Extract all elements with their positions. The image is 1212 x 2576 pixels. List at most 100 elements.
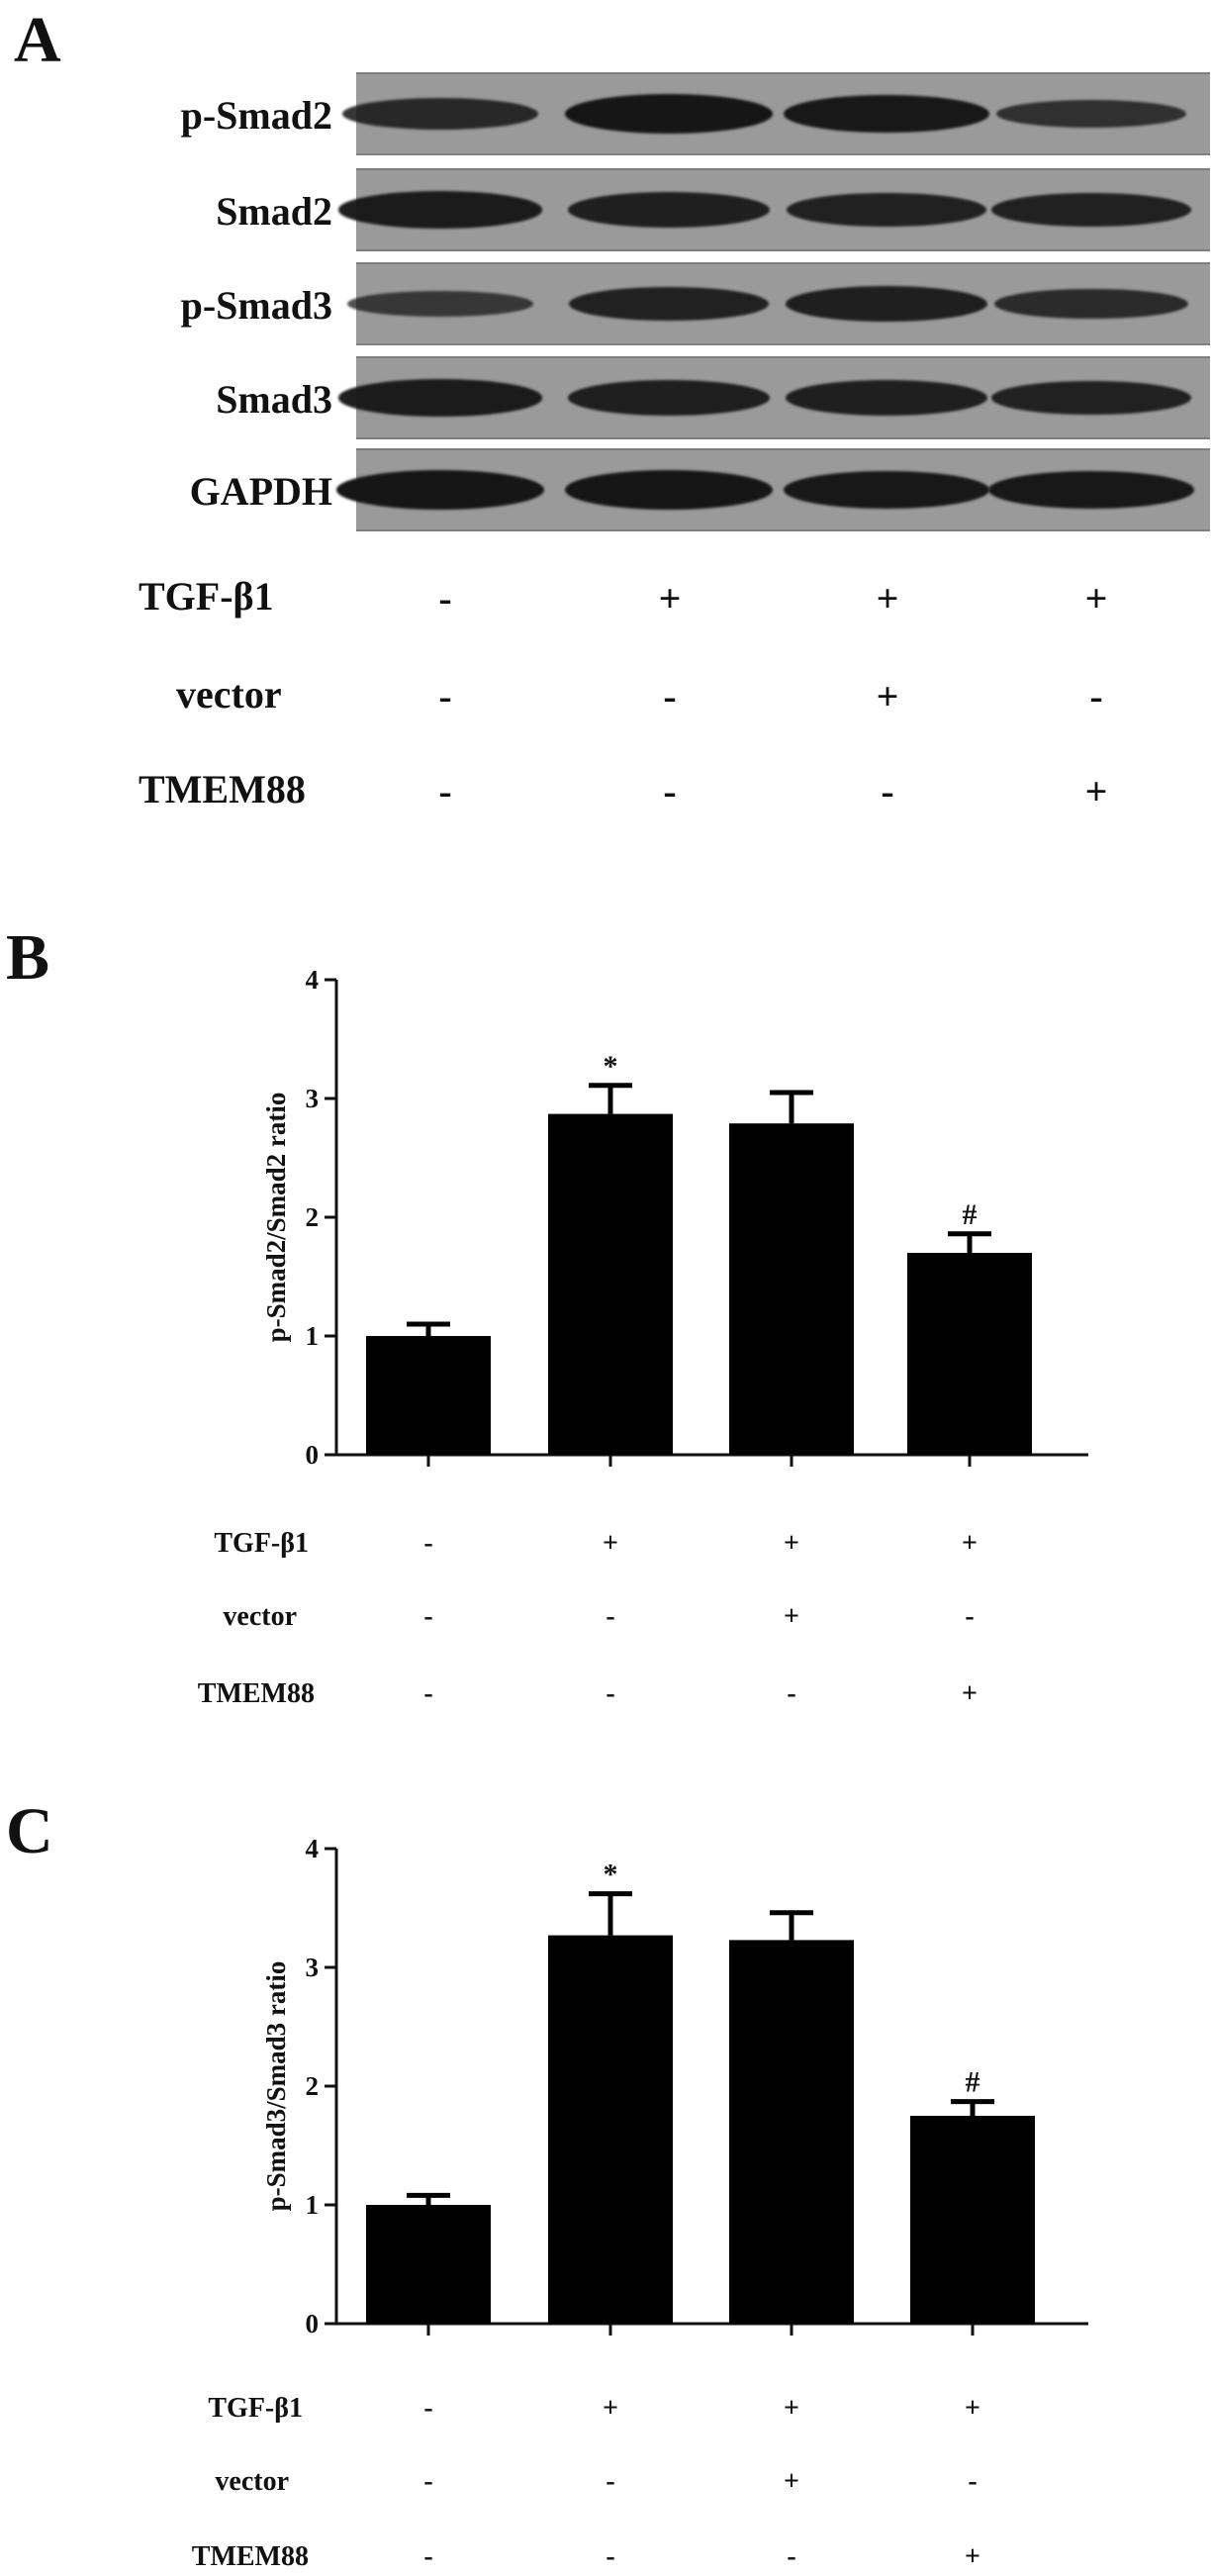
condition-sign: - [606, 2466, 614, 2497]
blot-strip [342, 72, 1210, 155]
condition-sign: - [787, 2541, 795, 2572]
condition-sign: - [423, 2393, 432, 2424]
blot-band [786, 285, 987, 323]
y-tick-label: 0 [306, 1440, 320, 1470]
condition-sign: - [1089, 674, 1103, 718]
blot-band [991, 380, 1191, 416]
condition-label: TGF-β1 [214, 1528, 309, 1559]
significance-mark: * [604, 1859, 618, 1891]
blot-band [996, 99, 1186, 129]
condition-sign: + [965, 2393, 980, 2424]
condition-label: TMEM88 [192, 2541, 309, 2572]
condition-sign: - [787, 1678, 795, 1709]
blot-strip [347, 262, 1210, 345]
condition-sign: + [962, 1528, 978, 1559]
y-tick-label: 4 [306, 1834, 320, 1863]
blot-band [994, 288, 1188, 320]
bar [548, 1935, 673, 2324]
condition-sign: + [784, 2393, 799, 2424]
condition-sign: + [784, 2466, 799, 2497]
condition-sign: + [603, 2393, 618, 2424]
y-tick-label: 3 [306, 1953, 320, 1982]
chart-b-plot: 0 1 2 3 4 p-Smad2/Smad2 ratio * # TGF-β1 - + + + vect… [198, 965, 1088, 1709]
condition-sign: - [423, 1678, 432, 1709]
significance-mark: # [966, 2066, 980, 2099]
condition-sign: + [962, 1678, 978, 1709]
blot-band [568, 191, 770, 229]
condition-sign: - [968, 2466, 977, 2497]
blot-band [565, 470, 773, 510]
blot-band [338, 379, 542, 417]
condition-sign: + [965, 2541, 980, 2572]
condition-sign: - [606, 1678, 614, 1709]
condition-sign: + [784, 1601, 799, 1632]
panel-c-letter: C [6, 1795, 53, 1867]
blot-strip [338, 168, 1210, 251]
condition-sign: + [1084, 769, 1108, 813]
condition-label: TMEM88 [139, 767, 306, 811]
condition-sign: - [423, 2541, 432, 2572]
y-tick-label: 4 [306, 965, 320, 995]
blot-band [569, 286, 769, 322]
chart-c: 0 1 2 3 4 p-Smad3/Smad3 ratio * # TGF-β1 - + + + vect… [0, 1821, 1212, 2573]
blot-strip [338, 356, 1210, 439]
chart-c-plot: 0 1 2 3 4 p-Smad3/Smad3 ratio * # TGF-β1 - + + + vect… [192, 1834, 1088, 2572]
condition-sign: - [663, 674, 677, 718]
condition-sign: + [1084, 576, 1108, 620]
y-tick-label: 0 [306, 2309, 320, 2338]
blot-band [988, 470, 1194, 510]
condition-sign: + [658, 576, 682, 620]
condition-sign: + [784, 1528, 799, 1559]
y-axis-label: p-Smad3/Smad3 ratio [261, 1961, 291, 2212]
condition-label: TGF-β1 [208, 2393, 303, 2424]
blot-band [787, 192, 986, 228]
blot-band [342, 97, 538, 131]
y-tick-label: 3 [306, 1084, 320, 1113]
significance-mark: * [604, 1050, 618, 1083]
blot-label: p-Smad3 [180, 283, 332, 328]
y-tick-label: 2 [306, 1202, 320, 1232]
blot-band [786, 379, 987, 417]
condition-sign: - [965, 1601, 974, 1632]
condition-sign: + [876, 576, 899, 620]
panel-a-letter: A [14, 4, 61, 76]
bar [729, 1940, 854, 2324]
blot-label: Smad2 [216, 189, 332, 234]
condition-sign: - [423, 2466, 432, 2497]
blot-band [347, 291, 533, 317]
condition-sign: + [603, 1528, 618, 1559]
condition-sign: - [881, 769, 894, 813]
condition-sign: - [438, 674, 452, 718]
blot-band [784, 94, 989, 134]
condition-label: TMEM88 [198, 1678, 315, 1709]
y-tick-label: 2 [306, 2071, 320, 2101]
bar [366, 2205, 491, 2324]
significance-mark: # [963, 1198, 978, 1231]
y-axis-label: p-Smad2/Smad2 ratio [261, 1093, 291, 1343]
blot-label: GAPDH [189, 469, 332, 514]
condition-sign: + [876, 674, 899, 718]
condition-sign: - [438, 576, 452, 620]
condition-label: vector [176, 672, 282, 716]
panel-b-letter: B [6, 921, 50, 994]
condition-sign: - [423, 1601, 432, 1632]
condition-sign: - [438, 769, 452, 813]
blot-band [336, 470, 544, 510]
blot-band [338, 191, 542, 229]
condition-label: TGF-β1 [139, 574, 274, 619]
bar [548, 1113, 673, 1455]
bar [910, 2116, 1035, 2324]
bar [366, 1336, 491, 1455]
blot-label: p-Smad2 [180, 93, 332, 138]
condition-sign: - [663, 769, 677, 813]
y-tick-label: 1 [306, 1321, 320, 1351]
chart-b: 0 1 2 3 4 p-Smad2/Smad2 ratio * # TGF-β1 - + + + vect… [0, 950, 1212, 1742]
blot-label: Smad3 [216, 377, 332, 422]
condition-sign: - [606, 1601, 614, 1632]
condition-sign: - [423, 1528, 432, 1559]
blot-band [991, 192, 1191, 228]
condition-label: vector [215, 2466, 289, 2497]
bar [729, 1123, 854, 1455]
blot-band [784, 470, 989, 510]
blot-band [568, 379, 770, 417]
